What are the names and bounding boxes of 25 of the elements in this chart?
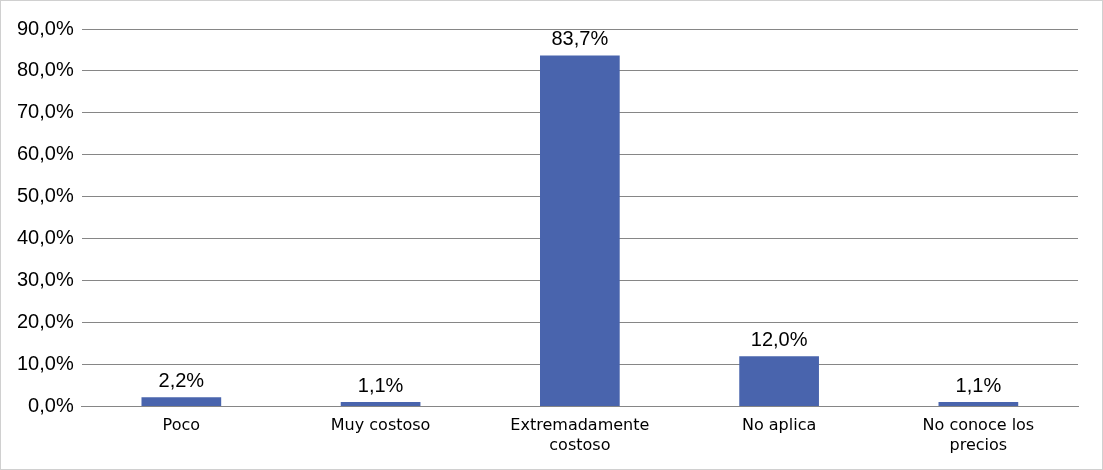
bar [340,401,421,407]
bar [938,401,1019,407]
y-tick-label: 10,0% [16,352,74,375]
y-tick-label: 30,0% [16,268,74,291]
x-tick-label: Poco [162,415,201,435]
y-tick-label: 60,0% [16,142,74,165]
y-tick-label: 40,0% [16,226,74,249]
x-tick-label: No aplica [741,415,817,435]
bar [540,55,620,407]
x-tick-label: Muy costoso [330,415,431,435]
y-tick-label: 0,0% [28,394,74,417]
data-label: 1,1% [955,373,1002,396]
y-tick-label: 70,0% [16,100,74,123]
y-tick-label: 80,0% [16,58,74,81]
x-tick-label: Extremadamente costoso [510,415,650,454]
x-tick-label: No conoce los precios [922,415,1035,454]
bar [739,356,819,407]
data-label: 12,0% [750,327,808,350]
bar [141,397,222,407]
y-tick-label: 50,0% [16,184,74,207]
y-tick-label: 90,0% [16,16,74,39]
y-tick-label: 20,0% [16,310,74,333]
data-label: 2,2% [158,368,205,391]
data-label: 83,7% [551,26,609,49]
data-label: 1,1% [357,373,404,396]
